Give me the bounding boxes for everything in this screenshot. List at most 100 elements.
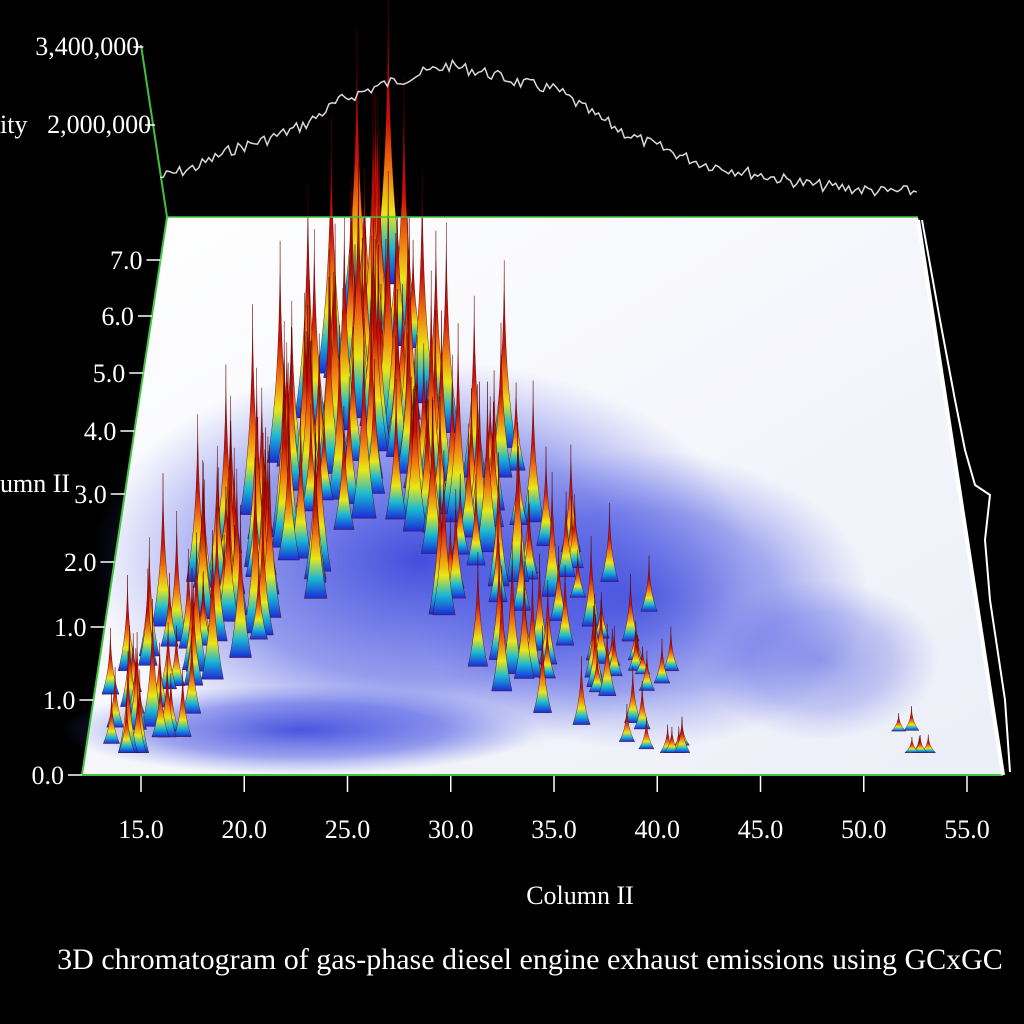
surface-peak (229, 504, 252, 658)
surface-peak (511, 523, 531, 611)
x-tick-label: 20.0 (222, 815, 268, 844)
surface-peak (673, 716, 691, 753)
surface-peak (333, 405, 355, 530)
z-axis-ticks: 2,000,000 3,400,000 (35, 32, 156, 139)
surface-peak (183, 586, 204, 686)
surface-peak (653, 638, 671, 684)
surface-peak (304, 432, 328, 599)
surface-peak (201, 530, 224, 680)
y-tick-label: 3.0 (74, 480, 107, 509)
surface-peak (904, 736, 920, 753)
surface-peak (166, 510, 188, 642)
surface-peak (488, 510, 508, 603)
surface-peak (903, 706, 920, 731)
surface-peak (363, 359, 386, 494)
y-tick-label: 2.0 (64, 548, 97, 577)
surface-peak (182, 627, 202, 714)
surface-peak (432, 450, 456, 616)
surface-peak (506, 422, 530, 582)
z-axis-label: ity (0, 110, 27, 139)
y-tick-label: 1.0 (43, 686, 76, 715)
surface-peak (372, 0, 404, 285)
surface-peak (638, 717, 655, 750)
surface-peak (475, 381, 500, 552)
surface-peak (533, 625, 552, 713)
surface-peak (488, 543, 510, 660)
x-tick-label: 40.0 (635, 815, 681, 844)
surface-peak (351, 317, 377, 519)
x-tick-label: 45.0 (738, 815, 784, 844)
y-tick-label: 1.0 (54, 613, 87, 642)
surface-peak (249, 558, 268, 640)
surface-peak (890, 713, 907, 732)
surface-peak (408, 169, 436, 404)
surface-peak (618, 703, 636, 742)
surface-peak (638, 650, 656, 691)
surface-peak (586, 614, 605, 687)
peak-surface (101, 0, 937, 753)
chart-title: 3D chromatogram of gas-phase diesel engi… (57, 943, 1003, 976)
y-axis-line (81, 216, 168, 776)
surface-peak (491, 260, 517, 448)
surface-peak (556, 491, 576, 577)
z-axis-line (140, 44, 168, 218)
surface-peak (382, 233, 408, 435)
surface-peak (217, 477, 240, 622)
x-tick-label: 50.0 (841, 815, 887, 844)
surface-peak (912, 735, 928, 753)
surface-peak (445, 323, 471, 523)
side-edge-line (916, 219, 1005, 776)
y-tick-label: 0.0 (32, 761, 65, 790)
surface-peak (277, 416, 300, 561)
x-axis-label: Column II (526, 881, 634, 910)
surface-peak (160, 572, 179, 647)
surface-peak (538, 579, 558, 665)
surface-peak (289, 407, 312, 559)
surface-peak (555, 565, 575, 646)
surface-peak (662, 626, 680, 671)
x-tick-label: 25.0 (325, 815, 371, 844)
y-tick-label: 6.0 (101, 302, 134, 331)
surface-peak (296, 279, 323, 508)
total-ion-profile-line (159, 58, 918, 197)
surface-peak (317, 117, 346, 374)
surface-peak (506, 382, 526, 471)
surface-peak (141, 598, 164, 727)
surface-peak (501, 538, 523, 674)
y-axis-ticks: 0.0 1.0 1.0 2.0 3.0 4.0 5.0 6.0 7.0 (32, 246, 161, 790)
surface-peak (167, 625, 186, 686)
surface-peak (118, 651, 138, 753)
y-axis-label: umn II (0, 469, 70, 498)
surface-peak (598, 623, 617, 696)
surface-peak (581, 536, 601, 627)
surface-peak (565, 494, 584, 568)
x-axis-ticks: 15.0 20.0 25.0 30.0 35.0 40.0 45.0 50.0 55.0 (118, 776, 990, 844)
surface-peak (385, 192, 409, 346)
surface-peak (633, 680, 651, 730)
x-tick-label: 35.0 (531, 815, 577, 844)
surface-peak (127, 631, 147, 730)
surface-peak (466, 474, 486, 566)
surface-peak (605, 625, 623, 676)
surface-peak (513, 561, 535, 679)
y-tick-label: 7.0 (110, 246, 143, 275)
surface-peak (344, 161, 373, 419)
z-tick-label: 3,400,000 (35, 32, 139, 61)
surface-peak (138, 537, 160, 657)
surface-peak (316, 276, 342, 474)
surface-peak (173, 667, 192, 737)
y-tick-label: 4.0 (84, 417, 117, 446)
surface-peak (624, 665, 642, 723)
surface-peak (118, 697, 136, 753)
surface-peak (487, 452, 510, 587)
surface-peak (102, 692, 120, 744)
surface-peak (445, 488, 466, 599)
surface-peak (101, 627, 120, 695)
side-profile-line (921, 219, 1011, 773)
surface-peak (151, 670, 170, 738)
x-tick-label: 55.0 (944, 815, 990, 844)
surface-peak (467, 551, 489, 667)
surface-peak (402, 348, 428, 532)
z-tick-label: 2,000,000 (47, 110, 151, 139)
